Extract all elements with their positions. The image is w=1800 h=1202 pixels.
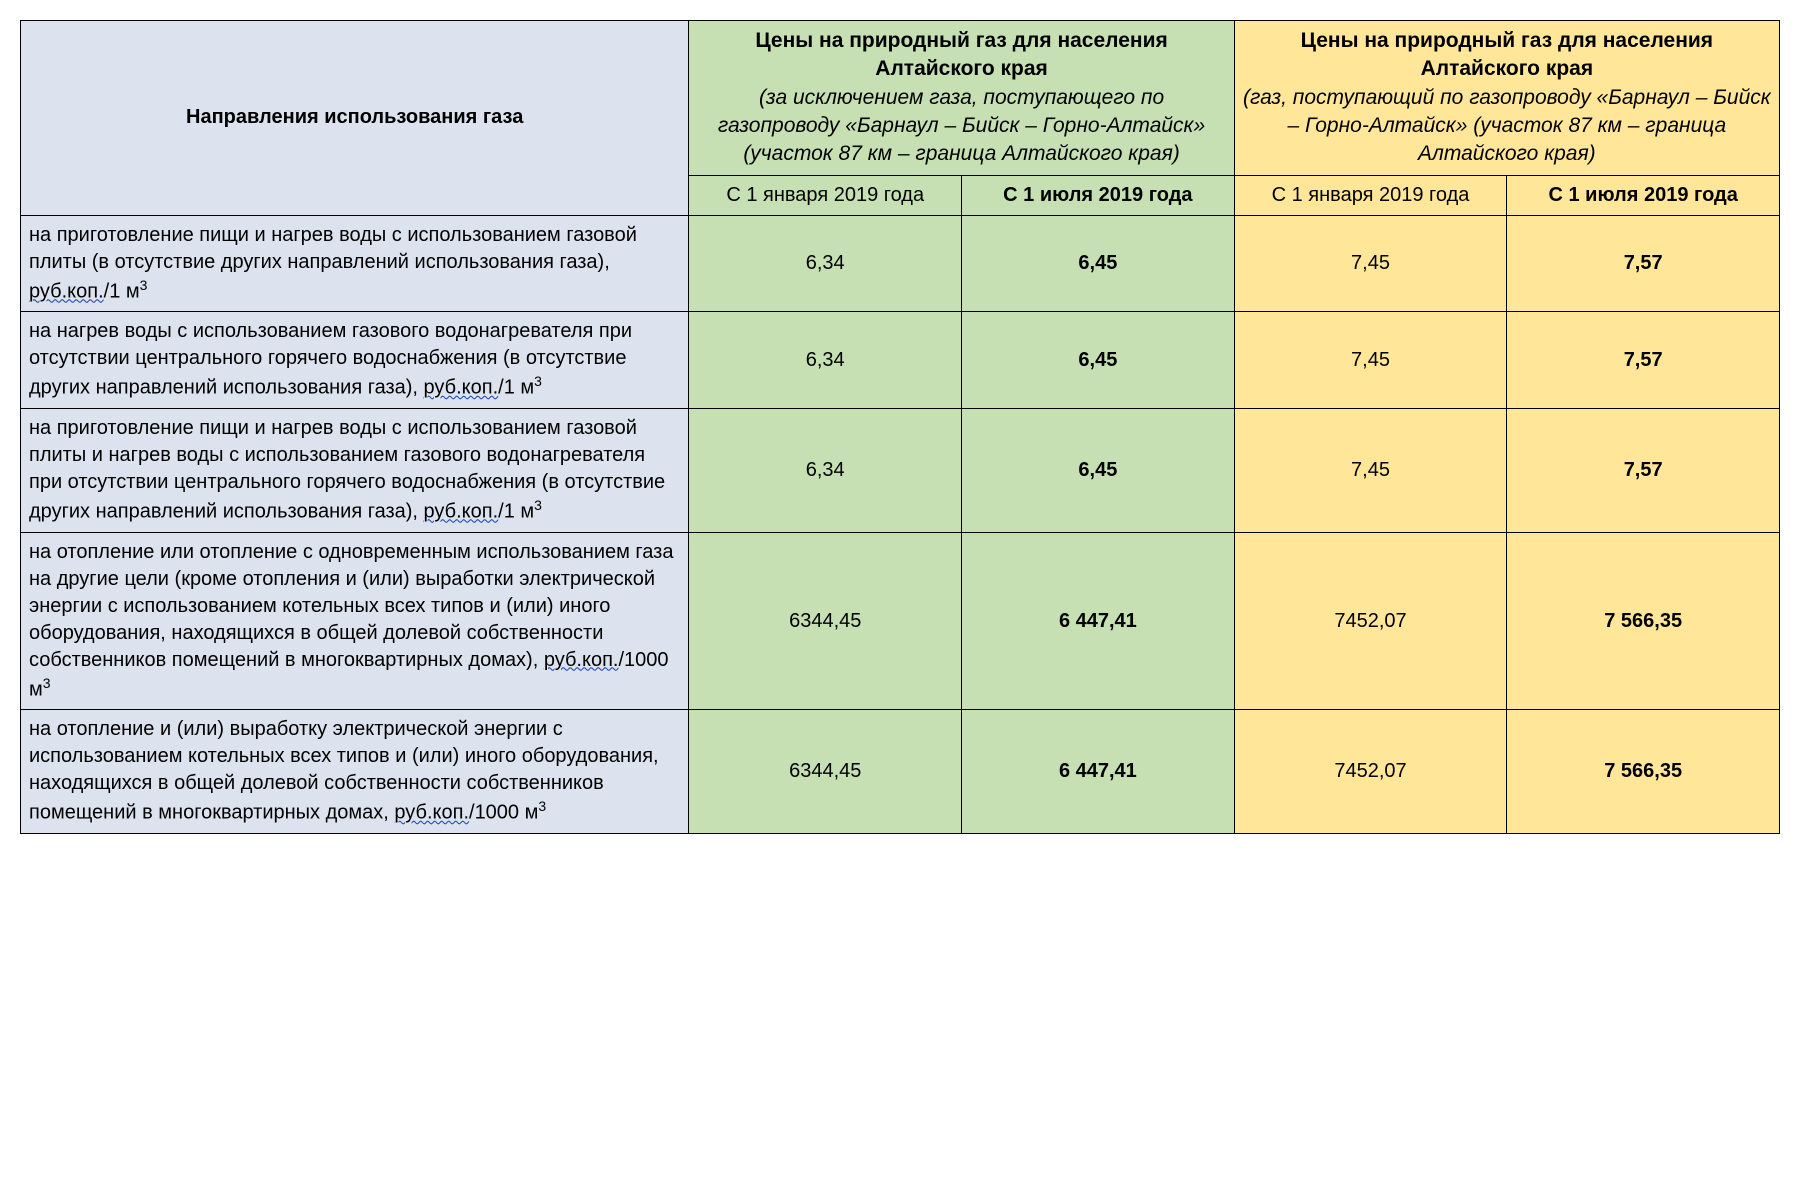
cell-green-jul: 6 447,41 (962, 532, 1235, 710)
cell-yellow-jul: 7,57 (1507, 409, 1780, 533)
unit-rubkop: руб.коп. (29, 280, 104, 302)
table-row: на отопление или отопление с одновременн… (21, 532, 1780, 710)
subheader-yellow-jan: С 1 января 2019 года (1234, 175, 1507, 215)
unit-volume: 1 м (504, 377, 534, 399)
row-label-text: на приготовление пищи и нагрев воды с ис… (29, 417, 665, 523)
table-row: на приготовление пищи и нагрев воды с ис… (21, 215, 1780, 312)
row-label: на отопление и (или) выработку электриче… (21, 710, 689, 834)
subheader-green-jan: С 1 января 2019 года (689, 175, 962, 215)
header-green: Цены на природный газ для населения Алта… (689, 21, 1234, 176)
header-green-italic: (за исключением газа, поступающего по га… (718, 86, 1205, 166)
header-yellow: Цены на природный газ для населения Алта… (1234, 21, 1779, 176)
cell-yellow-jan: 7,45 (1234, 215, 1507, 312)
table-row: на отопление и (или) выработку электриче… (21, 710, 1780, 834)
cell-green-jan: 6,34 (689, 215, 962, 312)
table-body: на приготовление пищи и нагрев воды с ис… (21, 215, 1780, 833)
table-row: на нагрев воды с использованием газового… (21, 312, 1780, 409)
cell-green-jan: 6,34 (689, 409, 962, 533)
row-label: на приготовление пищи и нагрев воды с ис… (21, 215, 689, 312)
cell-green-jul: 6 447,41 (962, 710, 1235, 834)
cell-yellow-jan: 7,45 (1234, 312, 1507, 409)
row-label: на приготовление пищи и нагрев воды с ис… (21, 409, 689, 533)
header-yellow-bold: Цены на природный газ для населения Алта… (1301, 29, 1713, 80)
subheader-yellow-jul: С 1 июля 2019 года (1507, 175, 1780, 215)
table-row: на приготовление пищи и нагрев воды с ис… (21, 409, 1780, 533)
cell-yellow-jan: 7,45 (1234, 409, 1507, 533)
cell-green-jan: 6,34 (689, 312, 962, 409)
cell-yellow-jan: 7452,07 (1234, 532, 1507, 710)
unit-rubkop: руб.коп. (424, 501, 499, 523)
row-label-text: на отопление и (или) выработку электриче… (29, 718, 659, 824)
gas-prices-table: Направления использования газа Цены на п… (20, 20, 1780, 834)
unit-volume: 1 м (109, 280, 139, 302)
header-yellow-italic: (газ, поступающий по газопроводу «Барнау… (1243, 86, 1771, 166)
cell-green-jan: 6344,45 (689, 532, 962, 710)
unit-volume: 1000 м (475, 802, 539, 824)
cell-yellow-jan: 7452,07 (1234, 710, 1507, 834)
unit-rubkop: руб.коп. (544, 649, 619, 671)
row-label: на нагрев воды с использованием газового… (21, 312, 689, 409)
row-label-text: на приготовление пищи и нагрев воды с ис… (29, 224, 637, 273)
cell-yellow-jul: 7 566,35 (1507, 532, 1780, 710)
subheader-green-jul: С 1 июля 2019 года (962, 175, 1235, 215)
cell-green-jul: 6,45 (962, 215, 1235, 312)
cell-green-jul: 6,45 (962, 312, 1235, 409)
unit-rubkop: руб.коп. (394, 802, 469, 824)
header-green-bold: Цены на природный газ для населения Алта… (755, 29, 1167, 80)
unit-rubkop: руб.коп. (424, 377, 499, 399)
cell-green-jul: 6,45 (962, 409, 1235, 533)
header-usage: Направления использования газа (21, 21, 689, 216)
cell-green-jan: 6344,45 (689, 710, 962, 834)
table-header: Направления использования газа Цены на п… (21, 21, 1780, 216)
row-label: на отопление или отопление с одновременн… (21, 532, 689, 710)
unit-volume: 1 м (504, 501, 534, 523)
cell-yellow-jul: 7,57 (1507, 312, 1780, 409)
cell-yellow-jul: 7,57 (1507, 215, 1780, 312)
cell-yellow-jul: 7 566,35 (1507, 710, 1780, 834)
